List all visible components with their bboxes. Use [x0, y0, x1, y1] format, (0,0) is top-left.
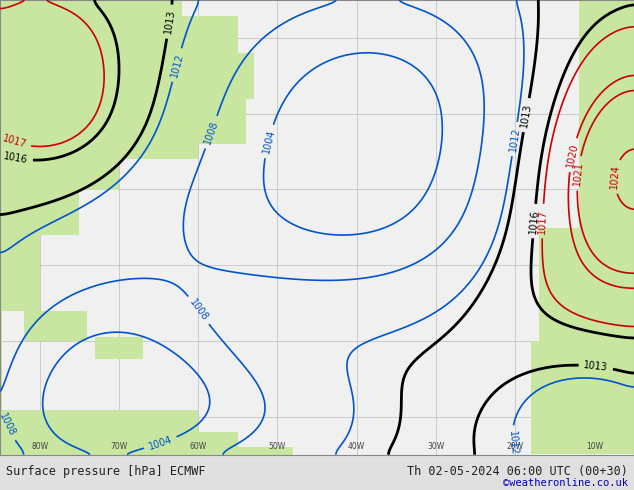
Text: 1013: 1013 [583, 360, 609, 373]
Text: 1017: 1017 [537, 209, 548, 234]
Text: 30W: 30W [427, 442, 444, 451]
Text: ©weatheronline.co.uk: ©weatheronline.co.uk [503, 478, 628, 488]
Text: 40W: 40W [348, 442, 365, 451]
Text: 1012: 1012 [508, 126, 521, 152]
Text: 50W: 50W [269, 442, 286, 451]
Text: Th 02-05-2024 06:00 UTC (00+30): Th 02-05-2024 06:00 UTC (00+30) [407, 466, 628, 478]
Text: 1024: 1024 [609, 164, 621, 189]
Text: 1012: 1012 [169, 52, 185, 78]
Text: 1012: 1012 [507, 430, 519, 455]
Text: 1004: 1004 [261, 128, 276, 154]
Text: 1021: 1021 [572, 160, 585, 186]
Text: 60W: 60W [190, 442, 207, 451]
Text: 1013: 1013 [162, 9, 176, 34]
Text: 1020: 1020 [565, 142, 580, 168]
Text: 70W: 70W [110, 442, 127, 451]
Text: 1016: 1016 [528, 208, 540, 234]
Text: 1008: 1008 [0, 412, 17, 438]
Text: 10W: 10W [586, 442, 603, 451]
Text: Surface pressure [hPa] ECMWF: Surface pressure [hPa] ECMWF [6, 466, 206, 478]
Text: 1013: 1013 [519, 102, 533, 128]
Text: 1017: 1017 [1, 134, 27, 150]
Text: 20W: 20W [507, 442, 524, 451]
Text: 80W: 80W [31, 442, 48, 451]
Text: 1004: 1004 [147, 434, 174, 452]
Text: 1008: 1008 [202, 119, 220, 146]
Text: 1016: 1016 [3, 151, 29, 165]
Text: 1008: 1008 [187, 297, 210, 323]
